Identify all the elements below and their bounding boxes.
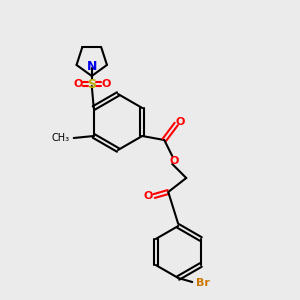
- Text: Br: Br: [196, 278, 210, 288]
- Text: CH₃: CH₃: [52, 133, 70, 143]
- Text: O: O: [101, 79, 110, 89]
- Text: O: O: [169, 156, 179, 166]
- Text: O: O: [73, 79, 83, 89]
- Text: O: O: [144, 191, 153, 201]
- Text: S: S: [87, 77, 96, 91]
- Text: O: O: [176, 117, 185, 127]
- Text: N: N: [87, 59, 97, 73]
